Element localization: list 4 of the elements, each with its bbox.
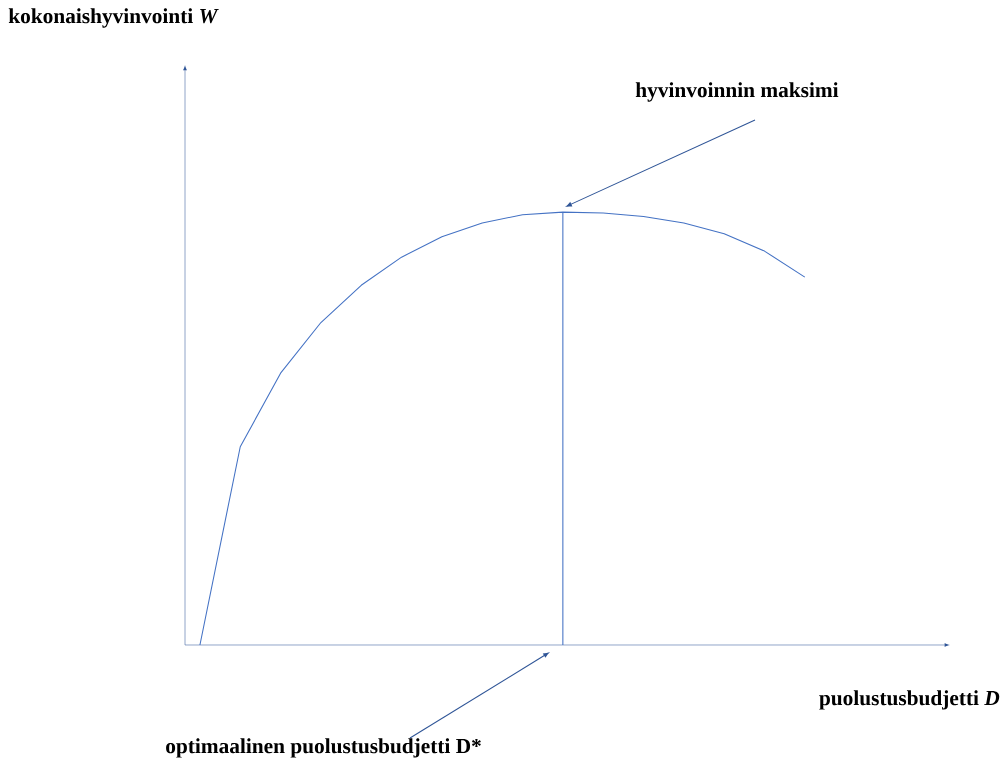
x-axis-title: puolustusbudjetti D xyxy=(819,690,1000,710)
text: kokonaishyvinvointi W xyxy=(8,8,219,28)
text: hyvinvoinnin maksimi xyxy=(635,82,839,102)
text: optimaalinen puolustusbudjetti D* xyxy=(166,738,481,758)
